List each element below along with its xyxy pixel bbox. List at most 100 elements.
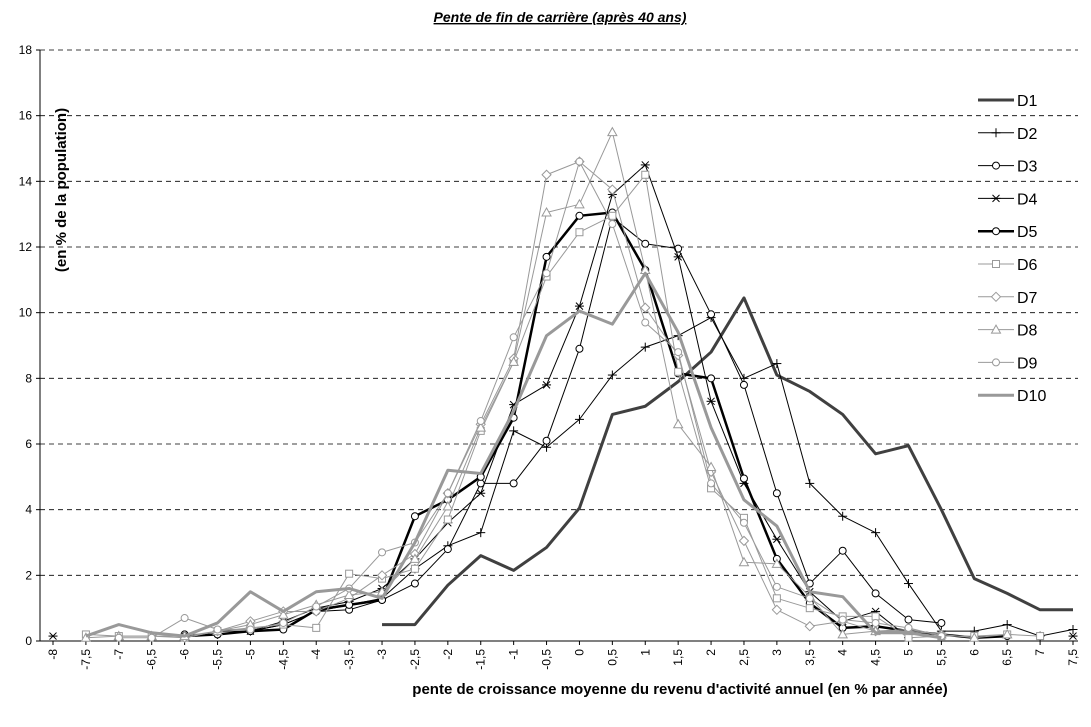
marker [542,381,552,389]
marker-part [772,594,781,603]
marker [246,625,255,634]
marker [837,628,849,639]
legend-entry: D4 [978,191,1038,208]
marker-part [992,358,1000,367]
marker-part [1001,628,1013,639]
marker-part [607,184,618,195]
marker-part [707,310,716,319]
marker [672,418,684,429]
y-tick-label: 6 [25,437,32,451]
marker-part [641,161,650,169]
legend-entry: D3 [978,159,1038,176]
legend-label: D4 [1017,191,1038,208]
marker [738,535,750,547]
marker [705,461,717,471]
marker-part [992,194,1000,203]
marker [707,310,716,319]
marker-part [904,615,913,624]
marker [991,194,1001,203]
marker-part [378,548,387,557]
marker [542,252,551,261]
legend-label: D1 [1017,93,1038,110]
marker-part [771,604,783,616]
marker-part [575,157,584,166]
marker [739,474,748,483]
marker-part [1069,632,1077,640]
x-tick-label: -5 [243,649,257,660]
marker-part [968,632,980,642]
marker [541,169,552,180]
marker-part [606,126,618,137]
x-axis-label: pente de croissance moyenne du revenu d'… [412,681,947,698]
legend-entry: D7 [978,290,1038,307]
marker-part [575,302,584,310]
marker [574,302,584,310]
marker [476,417,485,426]
x-tick-label: 1 [638,649,652,656]
series-line [184,317,1074,637]
x-tick-label: 6 [967,649,981,656]
marker [443,489,452,498]
marker [937,618,946,627]
y-axis-label: (en % de la population) [53,108,70,272]
legend-label: D9 [1017,355,1038,372]
marker-part [772,489,781,498]
x-tick-label: 5,5 [934,649,948,666]
marker [442,500,454,511]
chart-title: Pente de fin de carrière (après 40 ans) [434,9,687,25]
marker-part [738,535,750,547]
marker [771,558,783,568]
marker-part [213,625,222,634]
series-line [184,161,942,639]
marker [114,633,123,642]
marker-part [410,512,419,521]
marker [904,633,913,642]
y-tick-label: 14 [19,174,33,188]
marker-part [443,489,452,498]
marker [443,515,452,524]
marker-part [739,474,748,483]
marker-part [641,318,650,327]
marker [1068,632,1078,640]
marker-part [674,367,683,376]
marker [476,489,486,498]
marker-part [707,374,716,383]
marker [904,623,913,632]
marker-part [312,623,321,632]
x-tick-label: 5 [901,649,915,656]
marker [707,374,716,383]
marker-part [180,614,189,623]
x-tick-label: -1 [507,649,521,660]
x-tick-label: 7 [1033,649,1047,656]
marker-part [992,227,1000,236]
y-tick-label: 8 [25,371,32,385]
marker [508,356,520,366]
marker [805,478,815,488]
marker [805,594,814,603]
y-tick-label: 16 [19,109,33,123]
x-tick-label: 4,5 [869,649,883,666]
marker-part [608,211,617,220]
series-line [184,211,1008,639]
marker [640,161,650,169]
marker-part [277,609,289,619]
marker-part [838,615,847,624]
marker-part [542,252,551,261]
marker [772,359,782,369]
marker-part [641,170,650,179]
marker-part [739,380,748,389]
x-tick-label: -8 [46,649,60,660]
marker-part [992,161,1000,170]
y-tick-label: 18 [19,43,33,57]
marker-part [871,612,880,621]
marker [990,291,1002,303]
marker-part [574,198,585,209]
marker-part [575,211,584,220]
x-tick-label: 1,5 [671,649,685,666]
marker-part [771,558,783,568]
marker-part [508,356,520,366]
marker-part [738,556,750,567]
marker [871,618,880,627]
x-tick-label: -7,5 [79,649,93,670]
y-tick-label: 12 [19,240,33,254]
